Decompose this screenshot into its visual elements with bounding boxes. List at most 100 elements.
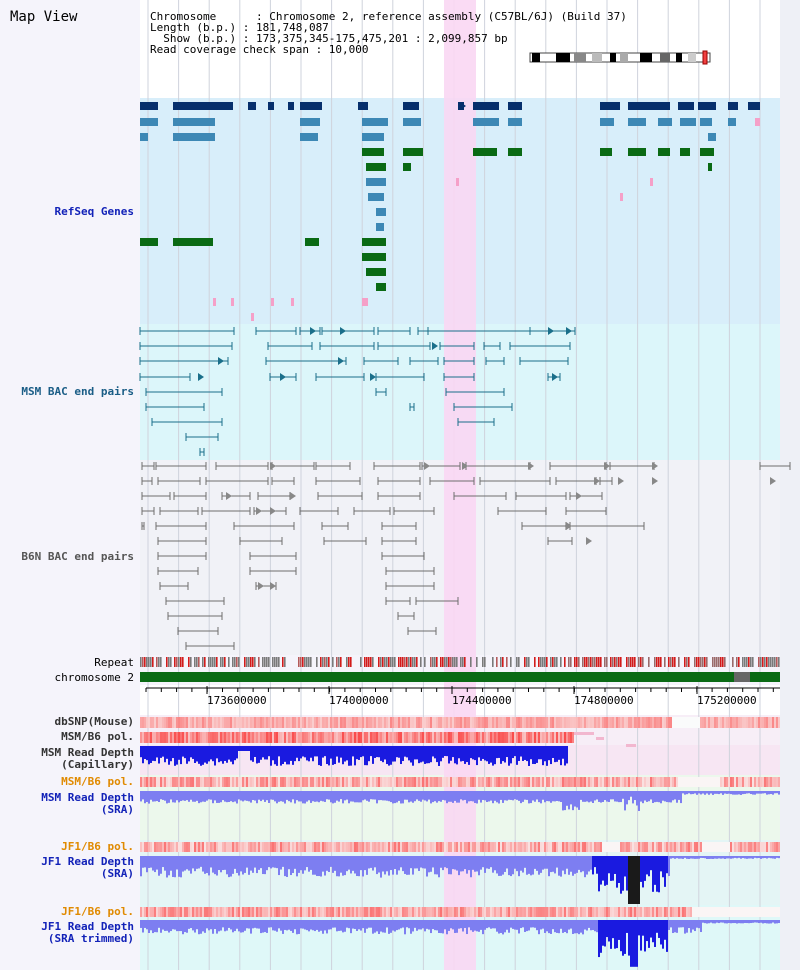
msm-pol2-cell — [272, 777, 274, 787]
jf1-pol-cell — [466, 842, 468, 852]
msm-pol-cell — [174, 732, 176, 743]
msm-pol2-cell — [246, 777, 248, 787]
jf1-trim-depth-bar — [452, 920, 454, 930]
jf1-trim-depth-bar — [568, 920, 570, 930]
msm-sra-depth-bar — [666, 791, 668, 803]
capillary-depth-bar — [196, 746, 198, 762]
jf1-trim-depth-bar — [656, 920, 658, 933]
repeat-element — [266, 657, 268, 667]
jf1-pol2-cell — [508, 907, 510, 917]
dbsnp-cell — [730, 717, 732, 728]
jf1-pol-cell — [674, 842, 676, 852]
repeat-element — [542, 657, 544, 667]
jf1-sra-depth-bar — [392, 856, 394, 875]
track-label-msm-bac[interactable]: MSM BAC end pairs — [21, 385, 134, 398]
msm-pol2-cell — [768, 777, 770, 787]
jf1-trim-depth-bar — [508, 920, 510, 933]
dbsnp-cell — [740, 717, 742, 728]
dbsnp-cell — [450, 717, 452, 728]
jf1-pol2-cell — [720, 907, 722, 917]
capillary-depth-bar — [478, 746, 480, 758]
msm-sra-depth-bar — [456, 791, 458, 803]
gene-arrow — [652, 462, 658, 470]
capillary-depth-bar — [554, 746, 556, 763]
jf1-sra-depth-bar — [680, 856, 682, 859]
msm-sra-depth-bar — [598, 791, 600, 802]
jf1-pol2-cell — [290, 907, 292, 917]
msm-sra-depth-bar — [212, 791, 214, 804]
jf1-sra-depth-bar — [166, 856, 168, 878]
track-label-jf1-b6-pol-2[interactable]: JF1/B6 pol. — [61, 905, 134, 918]
msm-pol2-cell — [216, 777, 218, 787]
msm-pol2-cell — [584, 777, 586, 787]
capillary-depth-bar — [488, 746, 490, 764]
msm-pol-cell — [372, 732, 374, 743]
msm-pol2-cell — [554, 777, 556, 787]
msm-pol-cell — [420, 732, 422, 743]
jf1-sra-depth-bar — [532, 856, 534, 875]
jf1-trim-depth-bar — [472, 920, 474, 932]
track-label-msm-b6-pol[interactable]: MSM/B6 pol. — [61, 730, 134, 743]
msm-pol2-cell — [238, 777, 240, 787]
jf1-sra-depth-bar — [756, 856, 758, 859]
track-label-msm-b6-pol-2[interactable]: MSM/B6 pol. — [61, 775, 134, 788]
msm-sra-depth-bar — [616, 791, 618, 802]
msm-pol-cell — [296, 732, 298, 743]
track-label-msm-depth-sra[interactable]: MSM Read Depth — [41, 791, 134, 804]
track-label-jf1-depth-trimmed[interactable]: JF1 Read Depth — [41, 920, 134, 933]
jf1-pol2-cell — [620, 907, 622, 917]
track-label-b6n-bac[interactable]: B6N BAC end pairs — [21, 550, 134, 563]
msm-sra-depth-bar — [416, 791, 418, 800]
msm-sra-depth-bar — [190, 791, 192, 800]
track-label-jf1-depth-sra[interactable]: JF1 Read Depth — [41, 855, 134, 868]
jf1-sra-depth-bar — [702, 856, 704, 858]
track-label-msm-depth-capillary[interactable]: MSM Read Depth — [41, 746, 134, 759]
track-label-dbsnp[interactable]: dbSNP(Mouse) — [54, 715, 134, 728]
msm-pol-cell — [156, 732, 158, 743]
jf1-pol2-cell — [556, 907, 558, 917]
msm-pol2-cell — [484, 777, 486, 787]
jf1-sra-depth-bar — [280, 856, 282, 870]
jf1-pol-cell — [310, 842, 312, 852]
repeat-element — [394, 657, 396, 667]
dbsnp-cell — [274, 717, 276, 728]
jf1-pol2-cell — [350, 907, 352, 917]
gene-feature — [748, 102, 760, 110]
gene-feature — [628, 148, 646, 156]
jf1-pol-cell — [378, 842, 380, 852]
jf1-pol2-cell — [310, 907, 312, 917]
msm-pol2-cell — [684, 777, 686, 787]
gene-feature — [288, 102, 294, 110]
msm-sra-depth-bar — [702, 791, 704, 794]
repeat-element — [762, 657, 764, 667]
capillary-depth-bar — [532, 746, 534, 764]
dbsnp-cell — [140, 717, 142, 728]
jf1-trim-depth-bar — [256, 920, 258, 929]
capillary-depth-bar — [450, 746, 452, 761]
jf1-trim-depth-bar — [534, 920, 536, 928]
msm-sra-depth-bar — [522, 791, 524, 802]
track-label-refseq[interactable]: RefSeq Genes — [54, 205, 134, 218]
dbsnp-cell — [302, 717, 304, 728]
gene-arrow — [270, 507, 276, 515]
msm-pol2-cell — [666, 777, 668, 787]
dbsnp-cell — [384, 717, 386, 728]
jf1-pol-cell — [536, 842, 538, 852]
repeat-element — [282, 657, 284, 667]
jf1-sra-depth-bar — [612, 856, 614, 881]
jf1-sra-depth-bar — [162, 856, 164, 868]
jf1-trim-depth-bar — [272, 920, 274, 931]
repeat-element — [736, 657, 738, 667]
msm-pol2-cell — [440, 777, 442, 787]
track-label-jf1-b6-pol[interactable]: JF1/B6 pol. — [61, 840, 134, 853]
msm-sra-depth-bar — [206, 791, 208, 801]
msm-sra-depth-bar — [630, 791, 632, 797]
gene-feature — [173, 102, 233, 110]
capillary-depth-bar — [444, 746, 446, 757]
jf1-trim-depth-bar — [200, 920, 202, 934]
jf1-pol2-cell — [670, 907, 672, 917]
msm-pol-cell — [286, 732, 288, 743]
jf1-pol-cell — [302, 842, 304, 852]
capillary-depth-bar — [216, 746, 218, 759]
